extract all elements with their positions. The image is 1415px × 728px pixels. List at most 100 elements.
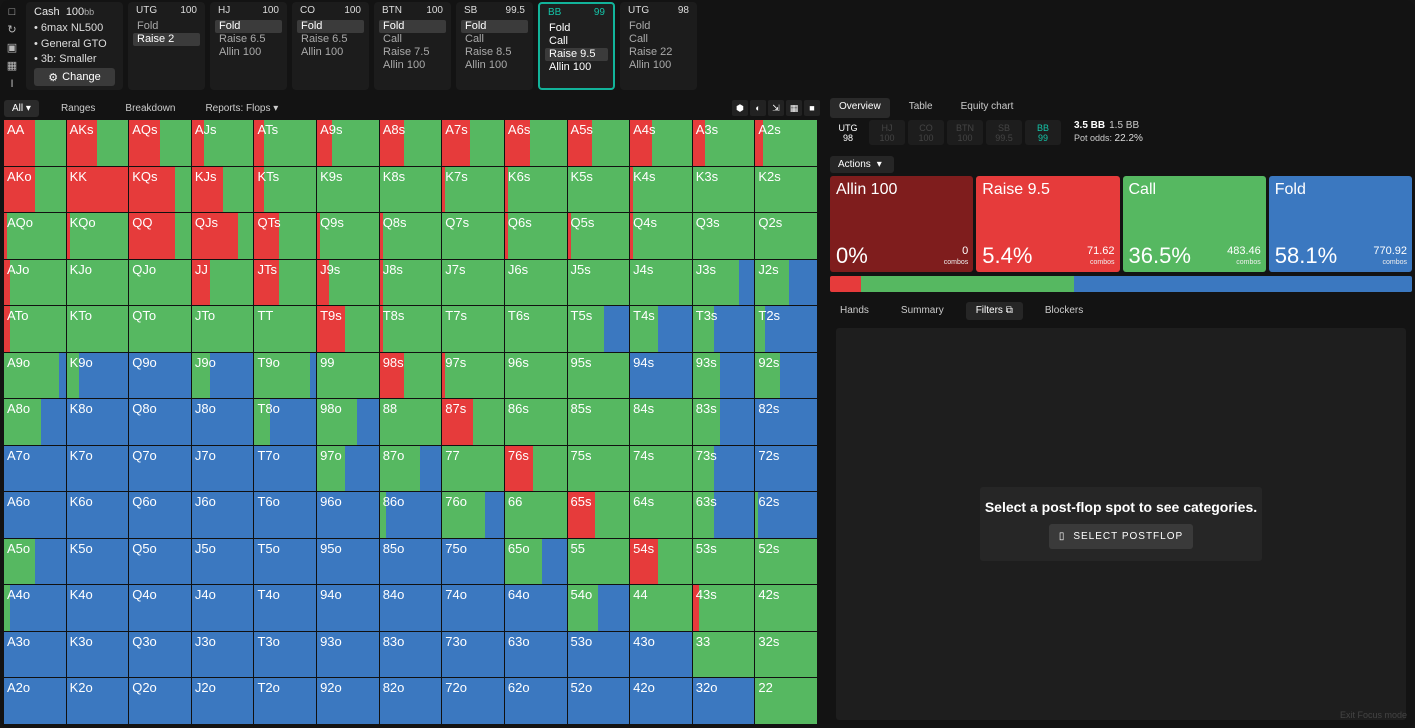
hand-cell-73o[interactable]: 73o <box>442 631 504 678</box>
hand-cell-K7s[interactable]: K7s <box>442 166 504 213</box>
hand-cell-83o[interactable]: 83o <box>379 631 442 678</box>
hand-cell-65s[interactable]: 65s <box>567 492 630 538</box>
seat-chip-utg[interactable]: UTG 98 <box>830 120 866 145</box>
hand-cell-A5s[interactable]: A5s <box>567 120 630 166</box>
change-button[interactable]: ⚙ Change <box>34 68 115 86</box>
action-option[interactable]: Call <box>629 33 648 45</box>
hand-cell-AJo[interactable]: AJo <box>4 259 66 306</box>
hand-cell-77[interactable]: 77 <box>442 445 504 492</box>
hand-cell-J3s[interactable]: J3s <box>692 259 755 306</box>
hand-cell-62s[interactable]: 62s <box>755 492 817 538</box>
hand-cell-J6o[interactable]: J6o <box>191 492 254 538</box>
action-option[interactable]: Allin 100 <box>219 46 262 58</box>
hand-cell-63o[interactable]: 63o <box>504 631 567 678</box>
select-postflop-button[interactable]: ▯ SELECT POSTFLOP <box>1048 524 1194 549</box>
hand-cell-53s[interactable]: 53s <box>692 538 755 585</box>
hand-cell-65o[interactable]: 65o <box>504 538 567 585</box>
hand-cell-TT[interactable]: TT <box>254 306 317 352</box>
hand-cell-96o[interactable]: 96o <box>317 492 379 538</box>
hand-cell-K8s[interactable]: K8s <box>379 166 442 213</box>
cube-icon[interactable]: ⬢ <box>732 100 748 116</box>
hand-cell-A8s[interactable]: A8s <box>379 120 442 166</box>
hand-cell-Q4s[interactable]: Q4s <box>630 213 692 259</box>
hand-cell-97o[interactable]: 97o <box>317 445 379 492</box>
hand-cell-AA[interactable]: AA <box>4 120 66 166</box>
hand-cell-92s[interactable]: 92s <box>755 352 817 399</box>
tab-filters[interactable]: Filters ⧉ <box>965 302 1023 320</box>
hand-cell-22[interactable]: 22 <box>755 678 817 724</box>
hand-cell-T7o[interactable]: T7o <box>254 445 317 492</box>
hand-cell-A2s[interactable]: A2s <box>755 120 817 166</box>
hand-cell-T4s[interactable]: T4s <box>630 306 692 352</box>
hand-cell-84o[interactable]: 84o <box>379 585 442 631</box>
hand-cell-86o[interactable]: 86o <box>379 492 442 538</box>
hand-cell-K9o[interactable]: K9o <box>66 352 129 399</box>
hand-cell-32o[interactable]: 32o <box>692 678 755 724</box>
action-card[interactable]: Fold 58.1% 770.92 combos <box>1268 176 1412 272</box>
action-option[interactable]: Allin 100 <box>629 59 672 71</box>
hand-cell-T3o[interactable]: T3o <box>254 631 317 678</box>
hand-cell-99[interactable]: 99 <box>317 352 379 399</box>
hand-cell-63s[interactable]: 63s <box>692 492 755 538</box>
action-option[interactable]: Fold <box>137 20 159 32</box>
position-card-utg[interactable]: UTG 98 Fold Call Raise 22 Allin 100 <box>620 2 697 90</box>
hand-cell-QJo[interactable]: QJo <box>129 259 191 306</box>
hand-cell-KQs[interactable]: KQs <box>129 166 191 213</box>
hand-cell-54o[interactable]: 54o <box>567 585 630 631</box>
hand-cell-A7s[interactable]: A7s <box>442 120 504 166</box>
action-option[interactable]: Fold <box>379 20 446 33</box>
hand-cell-A6s[interactable]: A6s <box>504 120 567 166</box>
hand-cell-84s[interactable]: 84s <box>630 399 692 445</box>
tab-blockers[interactable]: Blockers <box>1044 305 1084 316</box>
tab-equity-chart[interactable]: Equity chart <box>960 101 1014 112</box>
hand-cell-Q5o[interactable]: Q5o <box>129 538 191 585</box>
hand-cell-Q8o[interactable]: Q8o <box>129 399 191 445</box>
hand-cell-86s[interactable]: 86s <box>504 399 567 445</box>
hand-cell-T6s[interactable]: T6s <box>504 306 567 352</box>
hand-cell-T9s[interactable]: T9s <box>317 306 379 352</box>
hand-cell-83s[interactable]: 83s <box>692 399 755 445</box>
hand-cell-Q9o[interactable]: Q9o <box>129 352 191 399</box>
hand-cell-87o[interactable]: 87o <box>379 445 442 492</box>
hand-cell-Q2o[interactable]: Q2o <box>129 678 191 724</box>
action-option[interactable]: Call <box>383 33 402 45</box>
hand-cell-AJs[interactable]: AJs <box>191 120 254 166</box>
hand-cell-Q6s[interactable]: Q6s <box>504 213 567 259</box>
hand-cell-A3s[interactable]: A3s <box>692 120 755 166</box>
hand-cell-Q7s[interactable]: Q7s <box>442 213 504 259</box>
action-option[interactable]: Fold <box>297 20 364 33</box>
hand-cell-K6s[interactable]: K6s <box>504 166 567 213</box>
hand-cell-T5o[interactable]: T5o <box>254 538 317 585</box>
hand-cell-72s[interactable]: 72s <box>755 445 817 492</box>
hand-cell-66[interactable]: 66 <box>504 492 567 538</box>
hand-cell-J7o[interactable]: J7o <box>191 445 254 492</box>
action-card[interactable]: Allin 100 0% 0 combos <box>830 176 974 272</box>
hand-cell-76s[interactable]: 76s <box>504 445 567 492</box>
hand-cell-74o[interactable]: 74o <box>442 585 504 631</box>
tab-overview[interactable]: Overview <box>830 98 890 118</box>
action-card[interactable]: Call 36.5% 483.46 combos <box>1122 176 1266 272</box>
hand-cell-A5o[interactable]: A5o <box>4 538 66 585</box>
hand-cell-A8o[interactable]: A8o <box>4 399 66 445</box>
hand-cell-A6o[interactable]: A6o <box>4 492 66 538</box>
hand-cell-98s[interactable]: 98s <box>379 352 442 399</box>
hand-cell-K5o[interactable]: K5o <box>66 538 129 585</box>
hand-cell-A2o[interactable]: A2o <box>4 678 66 724</box>
save-icon[interactable]: ▣ <box>6 41 18 54</box>
hand-cell-AKs[interactable]: AKs <box>66 120 129 166</box>
square-icon[interactable]: ■ <box>804 100 820 116</box>
hand-cell-T9o[interactable]: T9o <box>254 352 317 399</box>
grid-icon[interactable]: ▦ <box>786 100 802 116</box>
hand-cell-Q2s[interactable]: Q2s <box>755 213 817 259</box>
hand-cell-75o[interactable]: 75o <box>442 538 504 585</box>
hand-cell-K4s[interactable]: K4s <box>630 166 692 213</box>
hand-cell-Q5s[interactable]: Q5s <box>567 213 630 259</box>
hand-cell-88[interactable]: 88 <box>379 399 442 445</box>
action-option[interactable]: Allin 100 <box>301 46 344 58</box>
hand-cell-Q3s[interactable]: Q3s <box>692 213 755 259</box>
hand-cell-94o[interactable]: 94o <box>317 585 379 631</box>
hand-cell-T3s[interactable]: T3s <box>692 306 755 352</box>
hand-cell-T4o[interactable]: T4o <box>254 585 317 631</box>
history-icon[interactable]: ↻ <box>7 23 17 36</box>
action-option[interactable]: Raise 2 <box>133 33 200 46</box>
